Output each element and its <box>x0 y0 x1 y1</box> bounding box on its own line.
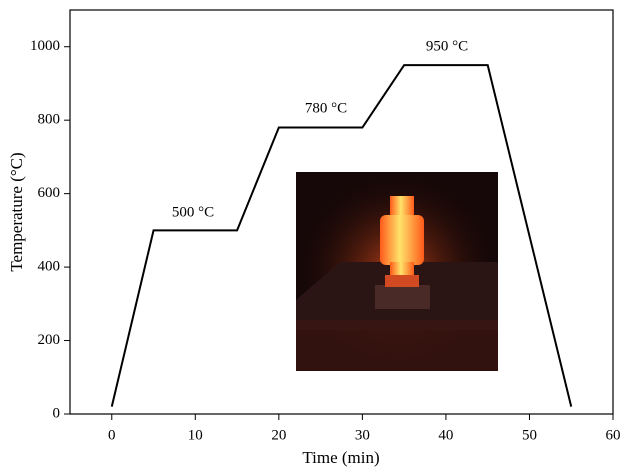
annotation: 500 °C <box>172 204 214 220</box>
x-tick-label: 0 <box>108 427 116 443</box>
x-axis-label: Time (min) <box>302 448 379 467</box>
y-tick-label: 400 <box>38 259 61 275</box>
plot-frame <box>69 9 614 415</box>
annotation: 950 °C <box>426 38 468 54</box>
y-tick-label: 200 <box>38 332 61 348</box>
y-tick-label: 1000 <box>30 38 60 54</box>
y-tick-label: 600 <box>38 185 61 201</box>
x-tick-label: 60 <box>606 427 621 443</box>
series-line <box>110 64 573 407</box>
x-tick-label: 40 <box>438 427 453 443</box>
inset-photo <box>296 172 498 371</box>
y-axis-label: Temperature (°C) <box>7 152 26 271</box>
x-tick-label: 10 <box>188 427 203 443</box>
y-tick-label: 800 <box>38 112 61 128</box>
x-tick-label: 50 <box>522 427 537 443</box>
x-tick-label: 30 <box>355 427 370 443</box>
y-tick-label: 0 <box>53 405 61 421</box>
x-tick-label: 20 <box>271 427 286 443</box>
annotation: 780 °C <box>305 100 347 116</box>
